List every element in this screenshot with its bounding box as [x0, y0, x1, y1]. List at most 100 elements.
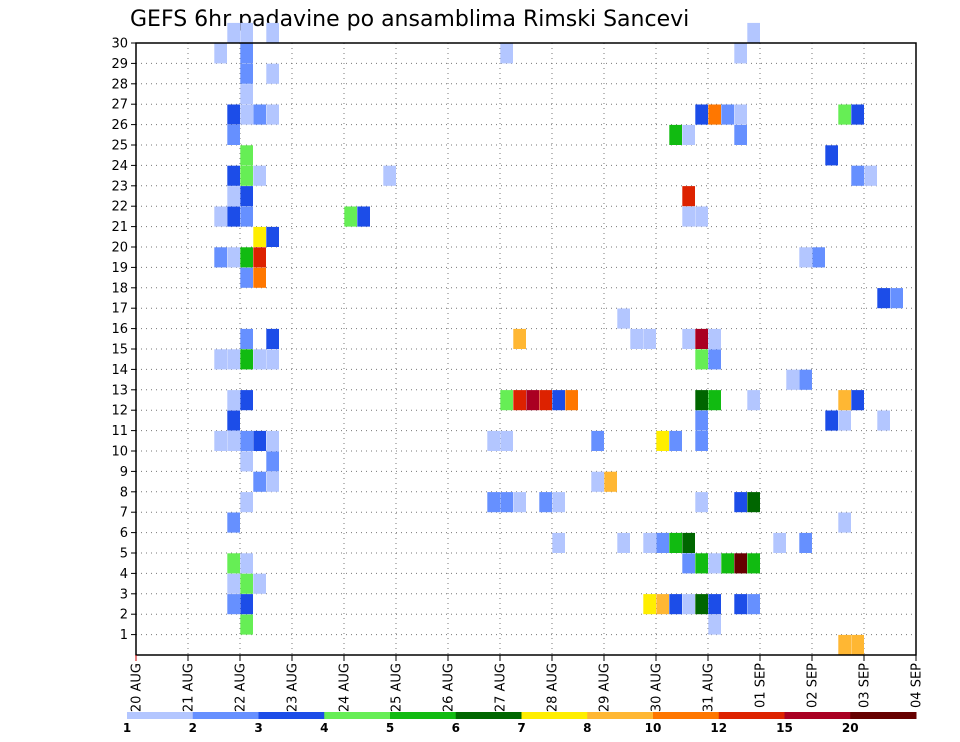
heatmap-cell [825, 410, 838, 431]
heatmap-cell [851, 104, 864, 125]
legend-swatch [784, 712, 851, 719]
heatmap-cell [773, 532, 786, 553]
heatmap-cell [851, 165, 864, 186]
heatmap-cell [643, 594, 656, 615]
legend-swatch [587, 712, 654, 719]
x-tick-label: 28 AUG [546, 663, 561, 712]
y-tick-label: 15 [111, 343, 128, 358]
heatmap-cell [253, 267, 266, 288]
heatmap-cell [227, 124, 240, 145]
heatmap-cell [786, 369, 799, 390]
heatmap-cell [513, 328, 526, 349]
heatmap-cell [513, 390, 526, 411]
heatmap-cell [643, 328, 656, 349]
heatmap-cell [695, 430, 708, 451]
heatmap-cell [682, 124, 695, 145]
heatmap-cell [240, 145, 253, 166]
x-tick-label: 27 AUG [494, 663, 509, 712]
heatmap-cell [266, 471, 279, 492]
heatmap-cell [851, 390, 864, 411]
y-tick-label: 24 [111, 159, 128, 174]
heatmap-cell [240, 43, 253, 64]
heatmap-cell [734, 492, 747, 513]
legend-label: 4 [320, 721, 328, 735]
heatmap-cell [253, 104, 266, 125]
heatmap-cell [253, 573, 266, 594]
y-tick-label: 22 [111, 200, 128, 215]
heatmap-cell [734, 594, 747, 615]
heatmap-cell [812, 247, 825, 268]
heatmap-cell [500, 390, 513, 411]
legend-swatch [390, 712, 457, 719]
heatmap-cell [695, 206, 708, 227]
y-tick-label: 23 [111, 179, 128, 194]
heatmap-cell [604, 471, 617, 492]
heatmap-cell [747, 492, 760, 513]
legend-swatch [455, 712, 522, 719]
heatmap-cell [240, 63, 253, 84]
y-tick-label: 1 [120, 628, 128, 643]
legend-label: 2 [189, 721, 197, 735]
legend-swatch [850, 712, 917, 719]
heatmap-cell [240, 573, 253, 594]
x-tick-label: 26 AUG [442, 663, 457, 712]
x-tick-label: 20 AUG [130, 663, 145, 712]
x-tick-label: 21 AUG [182, 663, 197, 712]
heatmap-cell [227, 594, 240, 615]
heatmap-cell [656, 430, 669, 451]
heatmap-cell [656, 594, 669, 615]
heatmap-cell [487, 492, 500, 513]
x-axis: 20 AUG 21 AUG 22 AUG 23 AUG 24 AUG 25 AUG 26 A… [130, 655, 925, 712]
heatmap-cell [695, 410, 708, 431]
x-tick-label: 22 AUG [234, 663, 249, 712]
heatmap-cell [838, 410, 851, 431]
heatmap-cell [253, 430, 266, 451]
y-tick-label: 12 [111, 404, 128, 419]
y-tick-label: 9 [120, 465, 128, 480]
y-tick-label: 25 [111, 139, 128, 154]
heatmap-cell [513, 492, 526, 513]
heatmap-cell [240, 451, 253, 472]
heatmap-cell [214, 43, 227, 64]
legend-swatch [653, 712, 720, 719]
heatmap-cell [565, 390, 578, 411]
heatmap-cell [214, 247, 227, 268]
heatmap-cell [227, 410, 240, 431]
heatmap-cell [695, 328, 708, 349]
y-tick-label: 26 [111, 118, 128, 133]
heatmap-cell [227, 349, 240, 370]
heatmap-cell [734, 43, 747, 64]
x-tick-label: 24 AUG [338, 663, 353, 712]
heatmap-cell [240, 349, 253, 370]
legend-label: 6 [452, 721, 460, 735]
heatmap-cell [851, 634, 864, 655]
heatmap-cell [539, 390, 552, 411]
heatmap-cell [552, 390, 565, 411]
heatmap-cell [734, 553, 747, 574]
x-tick-label: 02 SEP [806, 663, 821, 708]
heatmap-cell [240, 328, 253, 349]
heatmap-cell [682, 532, 695, 553]
x-tick-label: 23 AUG [286, 663, 301, 712]
heatmap-cell [708, 594, 721, 615]
y-tick-label: 3 [120, 587, 128, 602]
y-tick-label: 17 [111, 302, 128, 317]
heatmap-cell [669, 430, 682, 451]
chart-title: GEFS 6hr padavine po ansamblima Rimski S… [130, 7, 689, 32]
y-tick-label: 4 [120, 567, 128, 582]
heatmap-cell [266, 226, 279, 247]
x-tick-label: 04 SEP [910, 663, 925, 708]
y-tick-label: 2 [120, 608, 128, 623]
heatmap-cell [240, 206, 253, 227]
y-tick-label: 8 [120, 485, 128, 500]
heatmap-cell [240, 430, 253, 451]
heatmap-cell [227, 553, 240, 574]
legend-label: 7 [517, 721, 525, 735]
legend-swatch [324, 712, 391, 719]
heatmap-cell [890, 288, 903, 309]
legend-swatch [192, 712, 259, 719]
heatmap-cell [617, 308, 630, 329]
heatmap-cell [227, 104, 240, 125]
heatmap-cell [669, 594, 682, 615]
